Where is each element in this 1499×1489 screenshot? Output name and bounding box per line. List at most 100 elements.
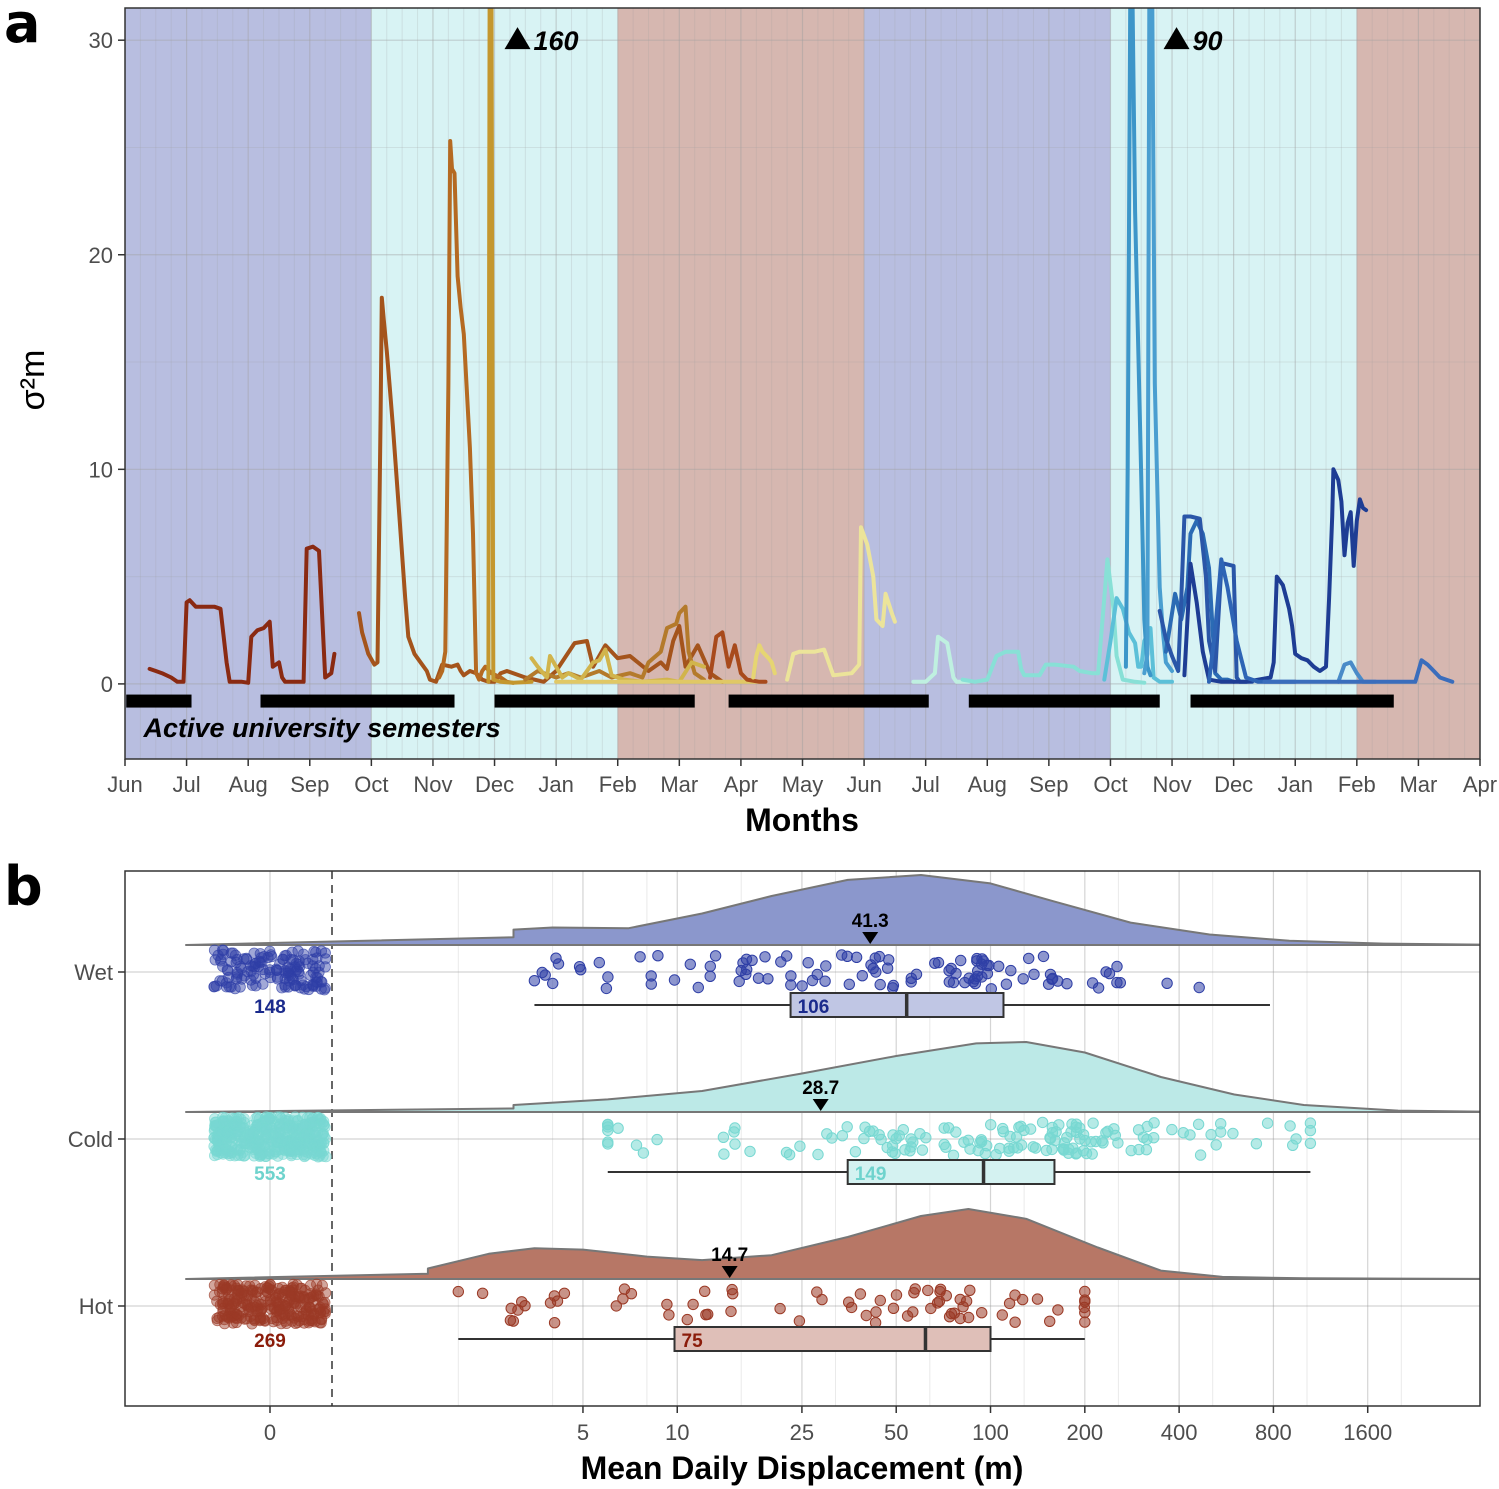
x-tick-label: 400 [1161,1420,1198,1445]
displacement-point [925,1302,937,1315]
zero-point [227,947,239,959]
zero-point [255,1314,267,1326]
displacement-point [873,950,886,963]
iqr-box [673,1326,992,1352]
x-tick-label: Feb [1338,772,1376,797]
zero-point [215,953,227,965]
semester-bar-1 [126,694,192,708]
displacement-point [887,1302,900,1315]
zero-point [217,1295,229,1308]
variance-series [147,8,1455,685]
semester-bar-6 [1190,694,1394,708]
displacement-point [699,1285,711,1298]
displacement-point [826,1132,838,1144]
zero-point [279,1315,292,1327]
zero-point [272,1288,285,1301]
zero-point [211,1312,223,1325]
displacement-point [668,974,681,986]
displacement-point [775,956,787,968]
panel-a-annotations: Active university semesters 160 90 [142,26,1222,743]
displacement-point [612,1122,624,1134]
x-tick-label: Jun [846,772,881,797]
displacement-point [704,960,716,972]
zero-point [287,973,299,986]
x-tick-label: 10 [665,1420,689,1445]
y-tick-label: 20 [89,243,113,268]
zero-point [238,970,251,982]
displacement-point [1044,1315,1056,1328]
zero-point [318,1119,330,1131]
nonzero-count-label: 75 [682,1331,704,1352]
displacement-point [602,971,614,983]
displacement-point [1022,952,1035,965]
series-ind-10 [785,525,897,682]
displacement-point [1011,1142,1024,1154]
group-label-wet: Wet [74,960,113,985]
zero-point [216,975,228,987]
zero-point [257,963,269,976]
displacement-point [1092,982,1105,994]
displacement-point [897,1124,909,1136]
displacement-point [1080,1147,1093,1160]
x-tick-label: Jun [107,772,142,797]
zero-point [219,1318,231,1330]
x-tick-label: 1600 [1343,1420,1392,1445]
displacement-point [684,958,696,970]
x-tick-label: 0 [264,1420,276,1445]
zero-point [297,1149,309,1161]
season-band-hot-2 [617,8,865,759]
displacement-point [717,1131,730,1144]
panel-a-y-title: σ²m [14,350,52,411]
semesters-annotation: Active university semesters [142,713,500,743]
displacement-point [1250,1138,1263,1150]
x-tick-label: Nov [1152,772,1191,797]
displacement-point [819,975,831,987]
group-label-hot: Hot [79,1294,113,1319]
zero-point [235,1137,248,1149]
displacement-point [793,1315,806,1327]
displacement-point [652,950,664,962]
zero-point [311,1278,323,1290]
zero-point [224,1294,236,1306]
x-tick-label: Mar [1399,772,1437,797]
mean-label: 14.7 [711,1245,748,1266]
displacement-point [901,1310,914,1322]
displacement-point [725,1305,737,1318]
displacement-point [841,1121,853,1133]
displacement-point [816,1293,828,1306]
displacement-point [874,978,886,991]
zero-point [250,980,262,992]
x-tick-label: Sep [290,772,329,797]
zero-point [319,947,331,959]
zero-point [267,1148,279,1160]
displacement-point [1024,1123,1037,1135]
displacement-point [1184,1129,1196,1141]
displacement-point [916,1144,929,1156]
displacement-point [887,1129,899,1141]
displacement-point [1009,1289,1021,1301]
x-tick-label: Apr [1463,772,1497,797]
displacement-point [600,982,613,995]
displacement-point [704,970,716,982]
zero-point [316,1129,328,1141]
series-ind-17 [1157,514,1255,684]
panel-b-y-axis: Wet Cold Hot [68,960,125,1319]
zero-point [257,978,269,990]
season-band-wet-0 [125,8,372,759]
displacement-point [740,953,753,965]
series-ind-9 [751,643,777,680]
displacement-point [1005,964,1017,977]
displacement-point [744,1145,756,1158]
zero-point [299,1129,311,1141]
zero-point [293,958,305,971]
displacement-point [548,1317,561,1329]
zero-point [315,975,327,988]
displacement-point [962,1311,975,1324]
zero-point [220,981,232,993]
group-label-cold: Cold [68,1127,113,1152]
displacement-point [1061,978,1073,990]
semester-bar-3 [494,694,695,708]
zero-point [253,1298,265,1310]
zero-point [247,960,259,972]
semester-bar-5 [968,694,1160,708]
